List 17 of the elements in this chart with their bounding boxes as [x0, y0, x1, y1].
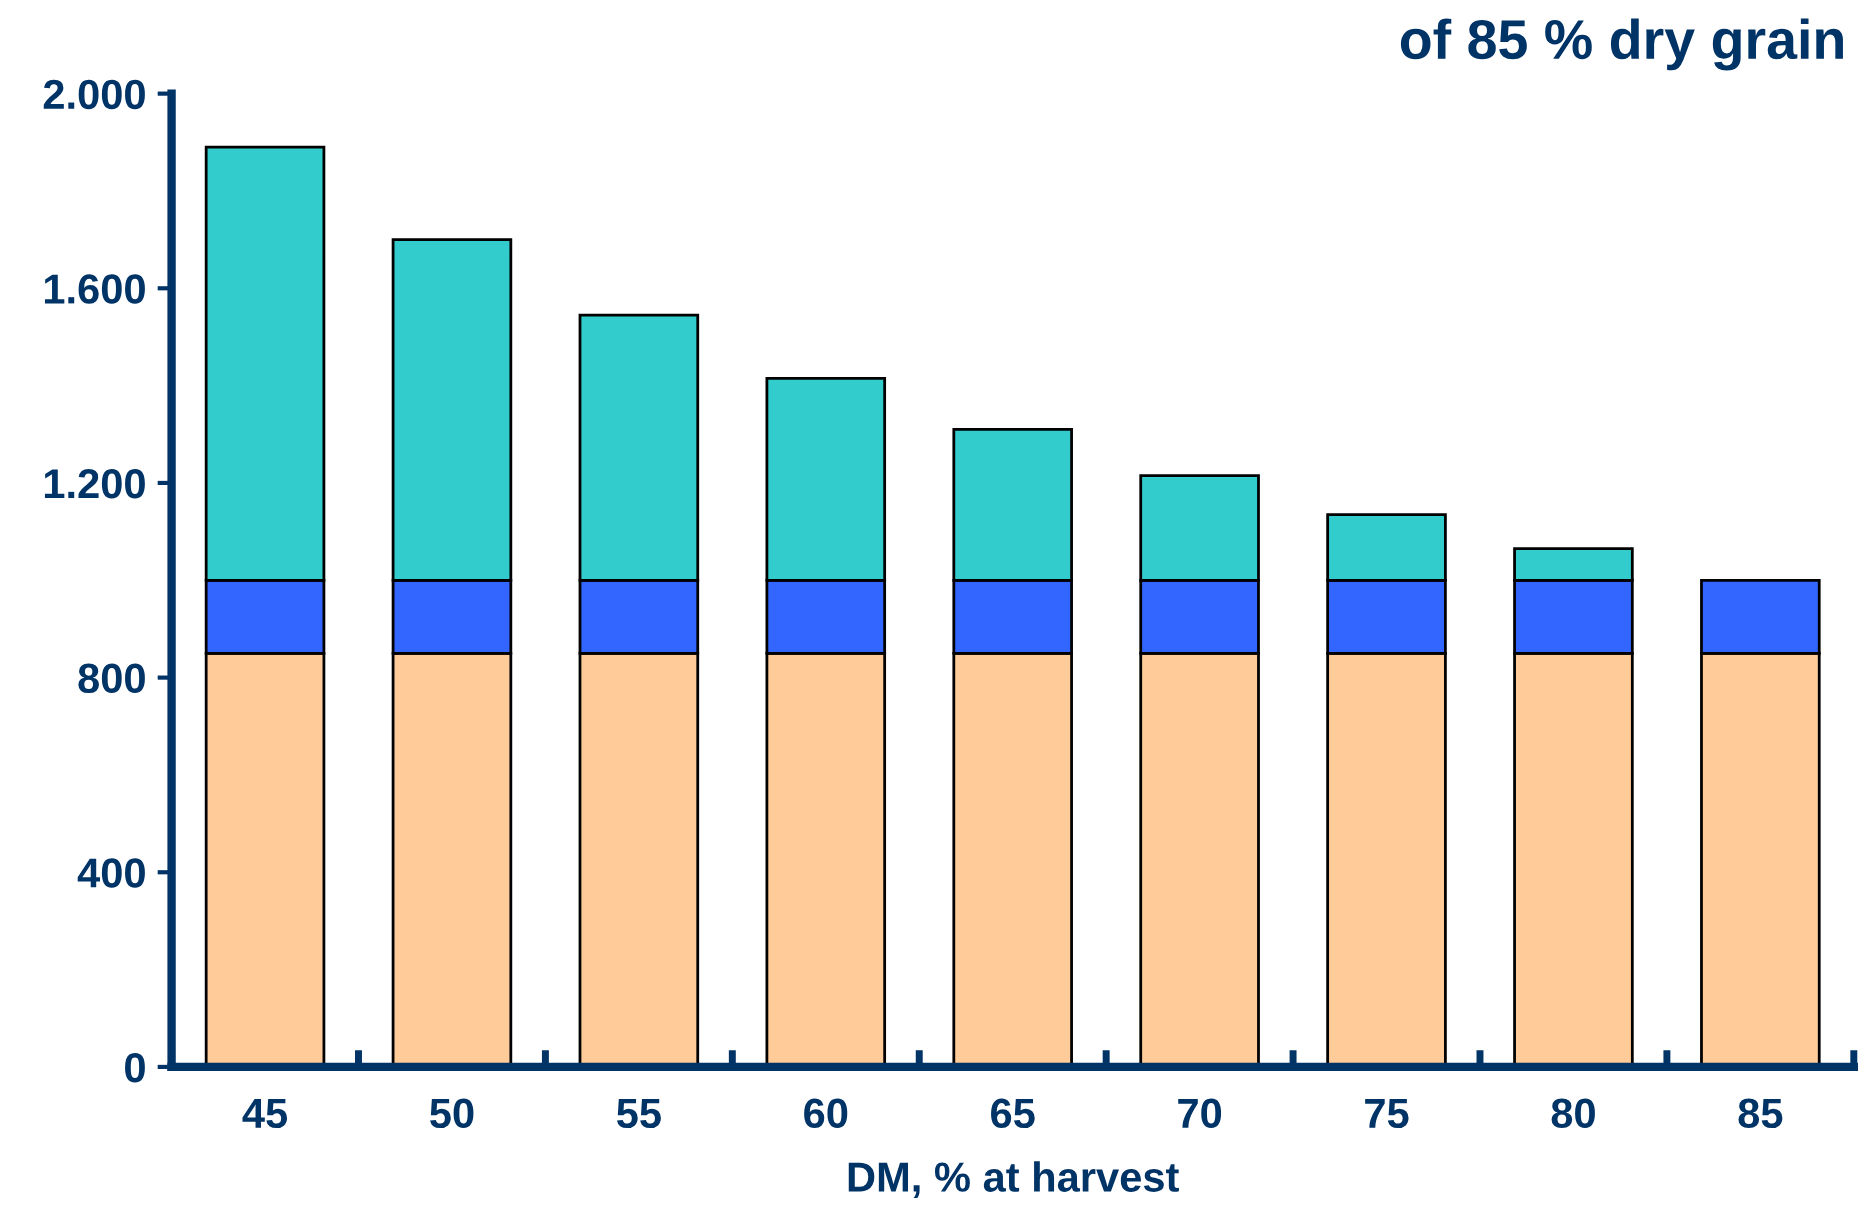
x-tick-label: 75 [1365, 1099, 1409, 1129]
y-tick-label: 0 [125, 1052, 145, 1083]
y-tick-label: 400 [77, 858, 145, 888]
x-tick-label: 65 [991, 1098, 1035, 1129]
y-tick-label: 1.200 [44, 468, 145, 499]
x-tick-label: 50 [430, 1098, 474, 1129]
chart-title: of 85 % dry grain [1400, 18, 1843, 71]
y-tick-label: 2.000 [43, 79, 145, 110]
x-tick-label: 85 [1738, 1098, 1783, 1129]
y-tick-label: 1.600 [44, 274, 145, 304]
x-tick-label: 80 [1551, 1098, 1595, 1129]
x-axis-title: DM, % at harvest [848, 1161, 1179, 1198]
x-tick-label: 45 [242, 1099, 288, 1129]
y-tick-label: 800 [78, 663, 145, 694]
x-tick-label: 70 [1178, 1098, 1222, 1129]
x-tick-label: 55 [616, 1099, 661, 1129]
x-tick-label: 60 [804, 1098, 848, 1129]
